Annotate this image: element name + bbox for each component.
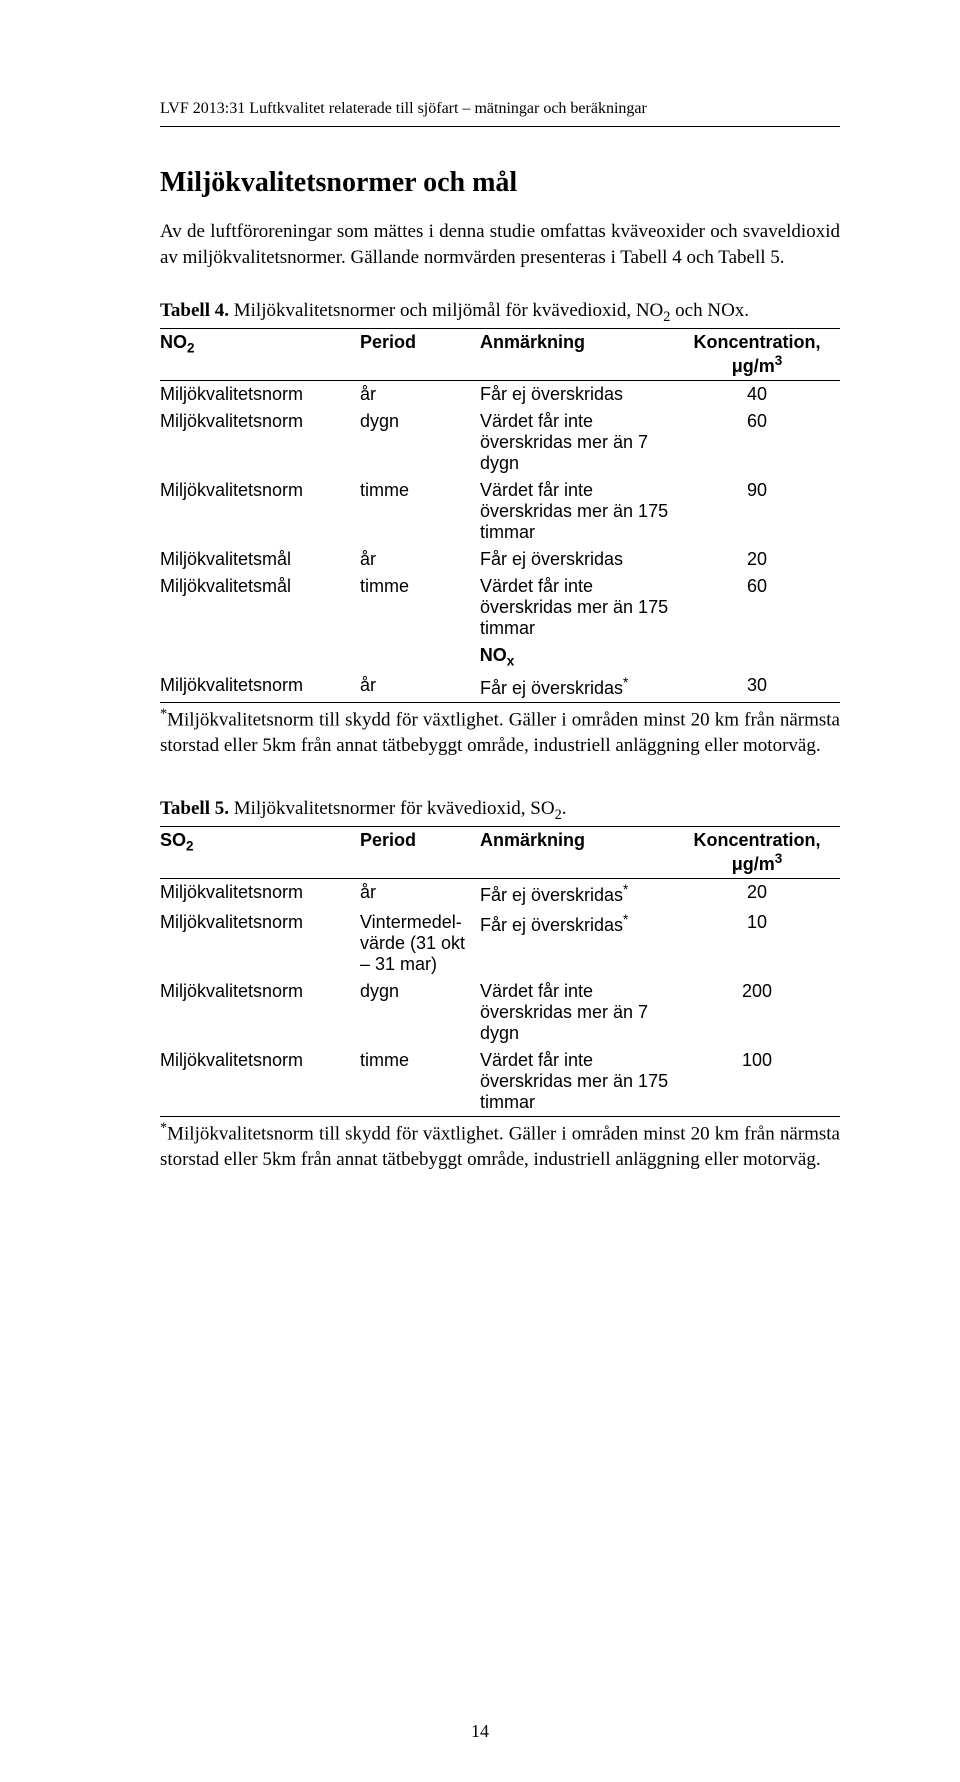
section-title: Miljökvalitetsnormer och mål <box>160 167 840 199</box>
table5-h2: Period <box>360 827 480 879</box>
table5-header-row: SO2 Period Anmärkning Koncentration, μg/… <box>160 827 840 879</box>
table4-caption-text: Miljökvalitetsnormer och miljömål för kv… <box>229 300 663 321</box>
table4-h1: NO2 <box>160 329 360 381</box>
table4-footnote: *Miljökvalitetsnorm till skydd för växtl… <box>160 705 840 759</box>
table5-h1: SO2 <box>160 827 360 879</box>
table4-nox-label-row: NOx <box>160 642 840 672</box>
table-row: Miljökvalitetsnorm dygn Värdet får inte … <box>160 408 840 477</box>
table-row: Miljökvalitetsnorm timme Värdet får inte… <box>160 1047 840 1117</box>
table4-caption-label: Tabell 4. <box>160 300 229 321</box>
table4-h3: Anmärkning <box>480 329 680 381</box>
table-row: Miljökvalitetsnorm år Får ej överskridas… <box>160 672 840 703</box>
table4-h2: Period <box>360 329 480 381</box>
table4-header-row: NO2 Period Anmärkning Koncentration, μg/… <box>160 329 840 381</box>
table-row: Miljökvalitetsnorm Vintermedel-värde (31… <box>160 909 840 978</box>
table-row: Miljökvalitetsnorm år Får ej överskridas… <box>160 381 840 409</box>
table-row: Miljökvalitetsmål år Får ej överskridas … <box>160 546 840 573</box>
page-number: 14 <box>471 1721 489 1742</box>
table4-caption-after: och NOx. <box>670 300 749 321</box>
table4-h4: Koncentration, μg/m3 <box>680 329 840 381</box>
table4: NO2 Period Anmärkning Koncentration, μg/… <box>160 328 840 703</box>
header-rule <box>160 126 840 127</box>
table5-caption-sub: 2 <box>555 807 562 823</box>
table5: SO2 Period Anmärkning Koncentration, μg/… <box>160 826 840 1117</box>
page-container: LVF 2013:31 Luftkvalitet relaterade till… <box>0 0 960 1782</box>
table-row: Miljökvalitetsnorm år Får ej överskridas… <box>160 879 840 910</box>
table5-h4: Koncentration, μg/m3 <box>680 827 840 879</box>
table5-caption: Tabell 5. Miljökvalitetsnormer för kväve… <box>160 798 840 824</box>
table5-caption-after: . <box>562 798 567 819</box>
table4-caption: Tabell 4. Miljökvalitetsnormer och miljö… <box>160 300 840 326</box>
table-row: Miljökvalitetsmål timme Värdet får inte … <box>160 573 840 642</box>
table5-h3: Anmärkning <box>480 827 680 879</box>
table-row: Miljökvalitetsnorm dygn Värdet får inte … <box>160 978 840 1047</box>
running-header: LVF 2013:31 Luftkvalitet relaterade till… <box>160 100 840 118</box>
table4-nox-label: NOx <box>160 642 840 672</box>
table-row: Miljökvalitetsnorm timme Värdet får inte… <box>160 477 840 546</box>
table5-footnote: *Miljökvalitetsnorm till skydd för växtl… <box>160 1119 840 1173</box>
intro-paragraph: Av de luftföroreningar som mättes i denn… <box>160 219 840 270</box>
table5-caption-text: Miljökvalitetsnormer för kvävedioxid, SO <box>229 798 555 819</box>
table5-caption-label: Tabell 5. <box>160 798 229 819</box>
